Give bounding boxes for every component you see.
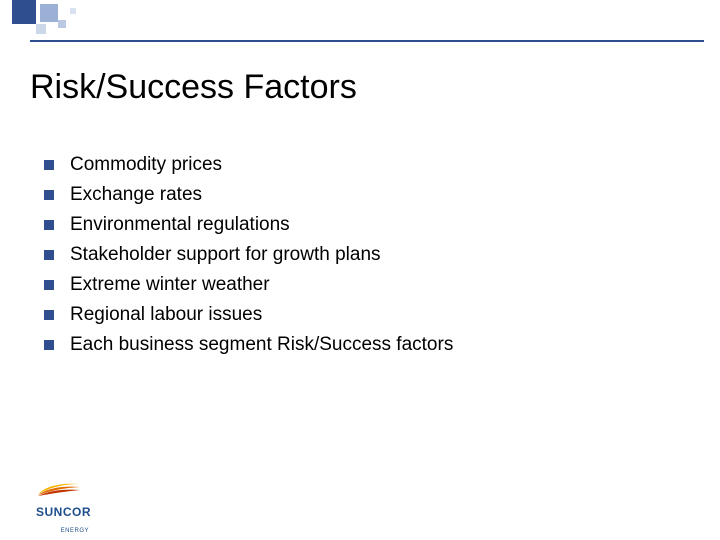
bullet-text: Each business segment Risk/Success facto… — [70, 330, 680, 360]
bullet-icon — [44, 190, 54, 200]
logo-brand-text: SUNCOR — [36, 505, 91, 519]
brand-logo: SUNCOR ENERGY — [36, 480, 91, 537]
slide-title: Risk/Success Factors — [30, 68, 357, 107]
list-item: Commodity prices — [44, 150, 680, 180]
bullet-list: Commodity pricesExchange ratesEnvironmen… — [44, 150, 680, 360]
bullet-text: Environmental regulations — [70, 210, 680, 240]
logo-sub-text: ENERGY — [61, 528, 89, 534]
list-item: Environmental regulations — [44, 210, 680, 240]
decor-svg — [0, 0, 720, 42]
list-item: Regional labour issues — [44, 300, 680, 330]
bullet-text: Exchange rates — [70, 180, 680, 210]
bullet-icon — [44, 250, 54, 260]
bullet-icon — [44, 220, 54, 230]
bullet-text: Commodity prices — [70, 150, 680, 180]
logo-swoosh-icon — [36, 480, 82, 498]
list-item: Stakeholder support for growth plans — [44, 240, 680, 270]
list-item: Exchange rates — [44, 180, 680, 210]
bullet-text: Stakeholder support for growth plans — [70, 240, 680, 270]
bullet-text: Extreme winter weather — [70, 270, 680, 300]
title-underline — [30, 40, 704, 42]
list-item: Extreme winter weather — [44, 270, 680, 300]
list-item: Each business segment Risk/Success facto… — [44, 330, 680, 360]
bullet-icon — [44, 340, 54, 350]
slide: Risk/Success Factors Commodity pricesExc… — [0, 0, 720, 540]
bullet-text: Regional labour issues — [70, 300, 680, 330]
bullet-icon — [44, 280, 54, 290]
bullet-icon — [44, 160, 54, 170]
bullet-icon — [44, 310, 54, 320]
decor-squares — [0, 0, 720, 42]
